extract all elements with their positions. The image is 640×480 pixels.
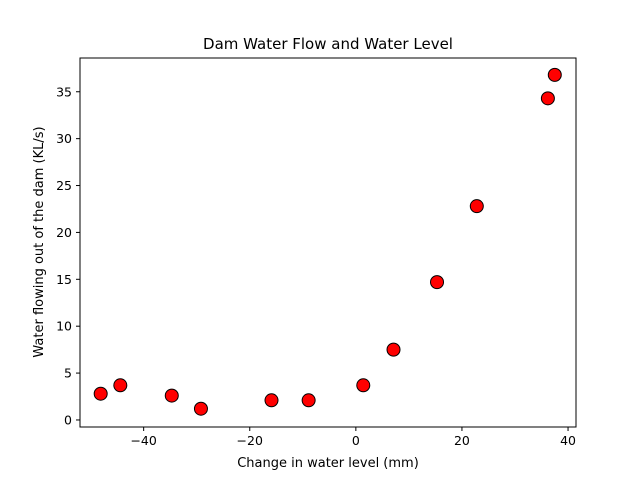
x-tick-label: −40 <box>130 433 156 448</box>
y-axis: 0 5 10 15 20 25 30 35 <box>56 84 80 427</box>
y-tick-label: 35 <box>56 84 72 99</box>
data-point <box>547 67 562 82</box>
x-axis-label: Change in water level (mm) <box>237 456 419 471</box>
plot-frame <box>79 57 577 428</box>
data-point <box>469 199 484 214</box>
y-tick-label: 25 <box>56 178 72 193</box>
y-tick-label: 0 <box>64 412 72 427</box>
data-point <box>113 378 128 393</box>
data-point <box>93 386 108 401</box>
data-point <box>356 378 371 393</box>
x-tick-label: 0 <box>352 433 360 448</box>
chart-title: Dam Water Flow and Water Level <box>203 35 453 53</box>
y-tick-label: 5 <box>64 366 72 381</box>
x-tick-label: 40 <box>560 433 576 448</box>
y-tick-label: 10 <box>56 319 72 334</box>
y-tick-label: 20 <box>56 225 72 240</box>
x-tick-label: −20 <box>237 433 263 448</box>
data-point <box>540 91 555 106</box>
data-point <box>164 388 179 403</box>
data-points <box>93 67 562 416</box>
y-tick-label: 15 <box>56 272 72 287</box>
plot-area <box>79 57 577 428</box>
data-point <box>193 401 208 416</box>
x-tick-label: 20 <box>454 433 470 448</box>
data-point <box>386 342 401 357</box>
y-tick-label: 30 <box>56 131 72 146</box>
data-point <box>430 275 445 290</box>
x-axis: −40 −20 0 20 40 <box>130 427 576 448</box>
y-axis-label: Water flowing out of the dam (KL/s) <box>32 126 47 357</box>
data-point <box>301 393 316 408</box>
data-point <box>264 393 279 408</box>
